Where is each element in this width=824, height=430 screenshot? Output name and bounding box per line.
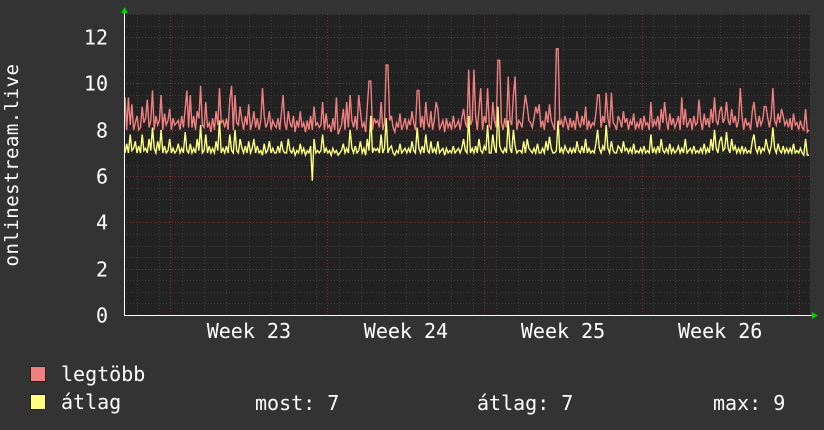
stat-atlag: átlag: 7	[477, 391, 574, 415]
x-axis: Week 23 Week 24 Week 25 Week 26	[207, 319, 763, 343]
line-chart: 0 2 4 6 8 10 12 Week 23 Week 24 Week 25 Week 26	[84, 7, 818, 343]
x-tick-label: Week 24	[364, 319, 448, 343]
legend-swatch-legtobb	[30, 366, 46, 382]
stat-most: most: 7	[255, 391, 340, 415]
y-tick-label: 2	[96, 258, 108, 282]
y-axis-label: onlinestream.live	[1, 63, 23, 267]
legend-item-atlag: átlag	[30, 390, 122, 414]
plot-area	[124, 14, 810, 315]
y-axis-arrow-icon	[121, 7, 128, 13]
series-line-atlag	[124, 106, 809, 181]
y-tick-label: 4	[96, 211, 108, 235]
y-axis: 0 2 4 6 8 10 12	[84, 26, 108, 328]
x-tick-label: Week 23	[207, 319, 291, 343]
x-tick-label: Week 26	[678, 319, 762, 343]
y-tick-label: 0	[96, 304, 108, 328]
legend-item-legtobb: legtöbb	[30, 362, 146, 386]
y-tick-label: 6	[96, 165, 108, 189]
legend-label-legtobb: legtöbb	[61, 362, 146, 386]
series-line-legtobb	[124, 48, 810, 135]
y-tick-label: 12	[84, 26, 108, 50]
legend-swatch-atlag	[30, 394, 46, 410]
y-tick-label: 8	[96, 119, 108, 143]
legend-label-atlag: átlag	[61, 390, 122, 414]
y-tick-label: 10	[84, 72, 108, 96]
stat-max: max: 9	[713, 391, 786, 415]
x-tick-label: Week 25	[521, 319, 605, 343]
x-axis-arrow-icon	[812, 312, 818, 319]
